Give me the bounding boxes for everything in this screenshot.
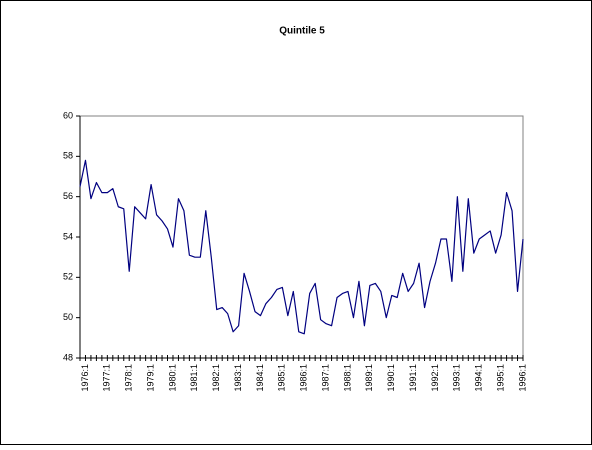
y-tick-label: 58 — [63, 151, 73, 161]
x-tick-label: 1986:1 — [299, 364, 309, 392]
x-tick-label: 1984:1 — [255, 364, 265, 392]
x-tick-label: 1979:1 — [145, 364, 155, 392]
x-tick-label: 1977:1 — [102, 364, 112, 392]
y-tick-label: 50 — [63, 312, 73, 322]
x-tick-label: 1982:1 — [211, 364, 221, 392]
chart-title: Quintile 5 — [279, 26, 325, 37]
x-tick-label: 1990:1 — [386, 364, 396, 392]
y-tick-label: 54 — [63, 231, 73, 241]
line — [79, 159, 524, 335]
x-tick-label: 1996:1 — [517, 364, 527, 392]
x-tick-label: 1983:1 — [233, 364, 243, 392]
y-tick-label: 60 — [63, 110, 73, 120]
x-tick-label: 1994:1 — [474, 364, 484, 392]
x-tick-label: 1987:1 — [320, 364, 330, 392]
x-tick-label: 1989:1 — [364, 364, 374, 392]
y-tick-label: 56 — [63, 191, 73, 201]
y-tick-label: 52 — [63, 272, 73, 282]
x-tick-label: 1995:1 — [495, 364, 505, 392]
x-tick-label: 1992:1 — [430, 364, 440, 392]
x-tick-label: 1980:1 — [167, 364, 177, 392]
x-tick-label: 1981:1 — [189, 364, 199, 392]
x-tick-label: 1991:1 — [408, 364, 418, 392]
y-tick-label: 48 — [63, 352, 73, 362]
x-tick-label: 1993:1 — [452, 364, 462, 392]
x-tick-label: 1988:1 — [342, 364, 352, 392]
x-tick-label: 1978:1 — [124, 364, 134, 392]
x-tick-label: 1985:1 — [277, 364, 287, 392]
x-tick-label: 1976:1 — [80, 364, 90, 392]
